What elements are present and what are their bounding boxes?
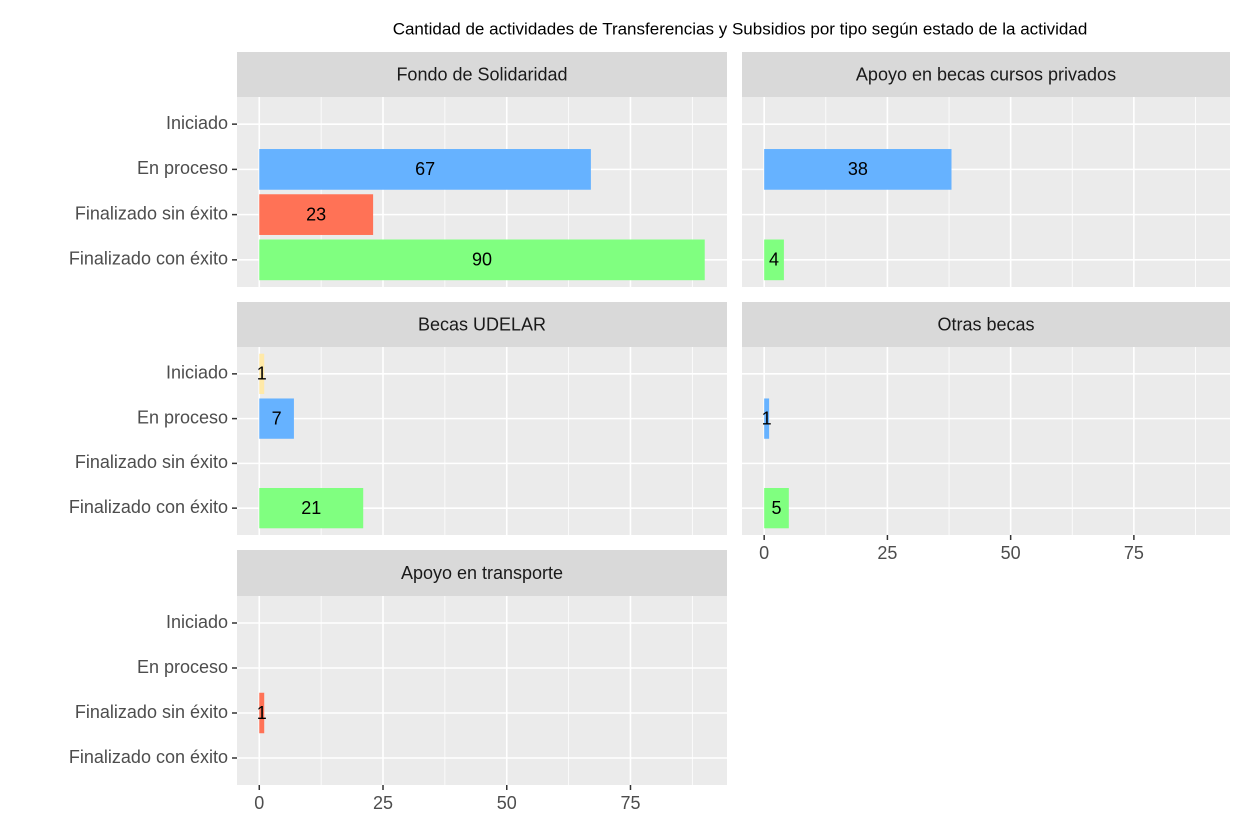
x-tick-label: 50: [1001, 543, 1021, 563]
facet-title: Becas UDELAR: [418, 314, 546, 334]
chart-title: Cantidad de actividades de Transferencia…: [393, 19, 1088, 38]
panel: [742, 347, 1230, 535]
bar: [259, 692, 265, 734]
panel: [237, 596, 727, 785]
bar-label: 1: [762, 408, 772, 428]
y-tick-label: Finalizado con éxito: [69, 249, 228, 269]
y-tick-label: Iniciado: [166, 363, 228, 383]
x-tick-label: 75: [620, 793, 640, 813]
y-tick-label: Iniciado: [166, 113, 228, 133]
bar-label: 90: [472, 250, 492, 270]
bar-label: 5: [771, 498, 781, 518]
x-tick-label: 50: [497, 793, 517, 813]
y-tick-label: Iniciado: [166, 612, 228, 632]
bar-label: 67: [415, 159, 435, 179]
facet-title: Apoyo en transporte: [401, 563, 563, 583]
panel: [742, 97, 1230, 287]
bar: [764, 239, 784, 281]
strip: [742, 302, 1230, 347]
strip: [237, 550, 727, 596]
strip: [742, 52, 1230, 97]
bar: [259, 488, 364, 529]
facet-title: Fondo de Solidaridad: [396, 64, 567, 84]
bar-label: 7: [272, 408, 282, 428]
y-tick-label: En proceso: [137, 158, 228, 178]
facet-title: Otras becas: [937, 314, 1034, 334]
y-tick-label: En proceso: [137, 407, 228, 427]
bar: [764, 149, 952, 190]
bar-label: 21: [301, 498, 321, 518]
strip: [237, 52, 727, 97]
x-tick-label: 25: [877, 543, 897, 563]
y-tick-label: Finalizado con éxito: [69, 747, 228, 767]
bar-label: 1: [257, 703, 267, 723]
bar-label: 38: [848, 159, 868, 179]
bar: [259, 194, 374, 235]
x-tick-label: 25: [373, 793, 393, 813]
y-tick-label: Finalizado sin éxito: [75, 702, 228, 722]
y-tick-label: Finalizado sin éxito: [75, 203, 228, 223]
x-tick-label: 75: [1124, 543, 1144, 563]
bar-label: 1: [257, 364, 267, 384]
bar-label: 4: [769, 250, 779, 270]
strip: [237, 302, 727, 347]
y-tick-label: Finalizado sin éxito: [75, 452, 228, 472]
bar: [259, 353, 265, 394]
y-tick-label: Finalizado con éxito: [69, 497, 228, 517]
bar-label: 23: [306, 204, 326, 224]
bar: [259, 398, 294, 439]
bar: [764, 398, 770, 439]
bar: [259, 239, 705, 281]
bar: [764, 488, 789, 529]
bar: [259, 149, 591, 190]
x-tick-label: 0: [759, 543, 769, 563]
facet-title: Apoyo en becas cursos privados: [856, 64, 1116, 84]
y-tick-label: En proceso: [137, 657, 228, 677]
x-tick-label: 0: [254, 793, 264, 813]
